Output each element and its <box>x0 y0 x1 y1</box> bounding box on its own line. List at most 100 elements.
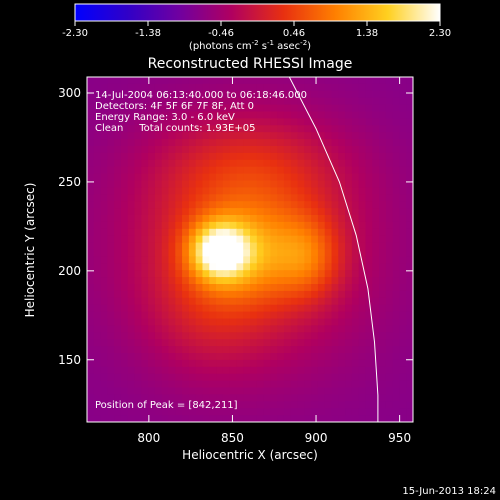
heatmap-cell <box>365 325 373 333</box>
heatmap-cell <box>365 359 373 368</box>
heatmap-cell <box>311 380 319 389</box>
heatmap-cell <box>127 332 136 340</box>
heatmap-cell <box>154 318 163 326</box>
heatmap-cell <box>351 263 360 271</box>
heatmap-cell <box>175 297 183 306</box>
heatmap-cell <box>141 194 149 202</box>
heatmap-cell <box>392 139 401 147</box>
heatmap-cell <box>338 394 346 402</box>
heatmap-cell <box>93 353 102 361</box>
heatmap-cell <box>290 111 299 119</box>
heatmap-cell <box>385 249 394 257</box>
heatmap-cell <box>324 394 333 402</box>
heatmap-cell <box>399 311 407 320</box>
heatmap-cell <box>209 311 217 320</box>
heatmap-cell <box>379 208 387 216</box>
heatmap-cell <box>175 194 183 202</box>
heatmap-cell <box>195 304 204 313</box>
heatmap-cell <box>358 284 367 292</box>
heatmap-cell <box>372 187 380 195</box>
heatmap-cell <box>93 97 102 106</box>
heatmap-cell <box>182 242 190 251</box>
heatmap-cell <box>114 125 122 133</box>
heatmap-cell <box>283 201 292 209</box>
heatmap-cell <box>317 146 326 154</box>
heatmap-cell <box>161 353 170 361</box>
heatmap-cell <box>107 97 115 106</box>
heatmap-cell <box>345 277 353 285</box>
heatmap-cell <box>304 166 312 175</box>
heatmap-cell <box>148 394 156 402</box>
heatmap-cell <box>311 215 319 223</box>
heatmap-cell <box>120 77 129 85</box>
heatmap-cell <box>161 380 170 389</box>
heatmap-cell <box>216 380 224 389</box>
heatmap-cell <box>182 387 190 395</box>
heatmap-cell <box>365 77 373 85</box>
heatmap-cell <box>209 373 217 382</box>
heatmap-cell <box>175 332 183 340</box>
heatmap-cell <box>168 235 176 244</box>
heatmap-cell <box>216 311 224 320</box>
heatmap-cell <box>161 201 170 209</box>
heatmap-cell <box>229 180 238 188</box>
heatmap-cell <box>270 118 278 126</box>
heatmap-cell <box>168 146 176 154</box>
heatmap-cell <box>216 318 224 326</box>
heatmap-cell <box>236 139 244 147</box>
heatmap-cell <box>120 118 129 126</box>
heatmap-cell <box>188 228 197 237</box>
heatmap-cell <box>236 208 244 216</box>
heatmap-cell <box>168 297 176 306</box>
heatmap-cell <box>100 132 108 140</box>
heatmap-cell <box>290 77 299 85</box>
heatmap-cell <box>283 132 292 140</box>
heatmap-cell <box>351 297 360 306</box>
heatmap-cell <box>188 152 197 161</box>
heatmap-cell <box>100 77 108 85</box>
heatmap-cell <box>127 104 136 113</box>
heatmap-cell <box>250 325 258 333</box>
heatmap-cell <box>243 180 251 188</box>
heatmap-cell <box>154 97 163 106</box>
heatmap-cell <box>114 304 122 313</box>
heatmap-cell <box>385 201 394 209</box>
heatmap-cell <box>127 366 136 375</box>
heatmap-cell <box>93 111 102 119</box>
heatmap-cell <box>229 125 238 133</box>
heatmap-cell <box>141 111 149 119</box>
heatmap-cell <box>222 366 231 375</box>
heatmap-cell <box>202 346 210 354</box>
heatmap-cell <box>277 221 285 230</box>
heatmap-cell <box>283 194 292 202</box>
heatmap-cell <box>283 215 292 223</box>
heatmap-cell <box>120 242 129 251</box>
heatmap-cell <box>154 125 163 133</box>
heatmap-cell <box>114 346 122 354</box>
heatmap-cell <box>317 194 326 202</box>
heatmap-cell <box>202 208 210 216</box>
heatmap-cell <box>331 311 339 320</box>
heatmap-cell <box>297 77 305 85</box>
heatmap-cell <box>304 228 312 237</box>
heatmap-cell <box>209 297 217 306</box>
heatmap-cell <box>385 387 394 395</box>
heatmap-cell <box>168 97 176 106</box>
heatmap-cell <box>107 228 115 237</box>
heatmap-cell <box>331 394 339 402</box>
heatmap-cell <box>175 408 183 416</box>
heatmap-cell <box>161 304 170 313</box>
heatmap-cell <box>202 270 210 278</box>
heatmap-cell <box>100 284 108 292</box>
heatmap-cell <box>168 401 176 409</box>
heatmap-cell <box>114 77 122 85</box>
heatmap-cell <box>250 173 258 182</box>
heatmap-cell <box>195 187 204 195</box>
heatmap-cell <box>161 152 170 161</box>
heatmap-cell <box>256 366 265 375</box>
heatmap-cell <box>134 297 142 306</box>
heatmap-cell <box>385 408 394 416</box>
heatmap-cell <box>365 318 373 326</box>
heatmap-cell <box>311 97 319 106</box>
heatmap-cell <box>399 139 407 147</box>
